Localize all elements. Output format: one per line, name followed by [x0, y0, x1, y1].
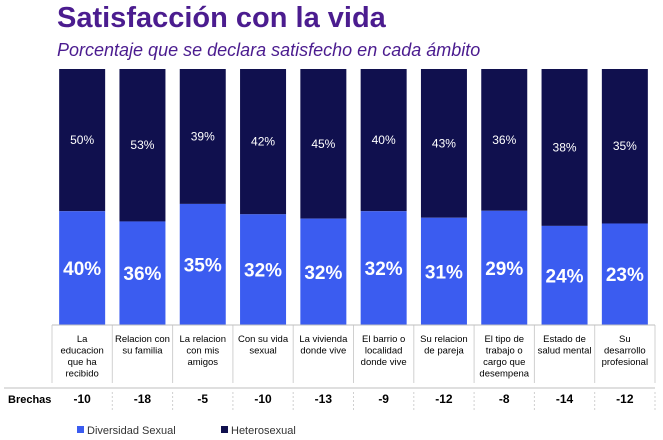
value-label-heterosexual: 38% — [553, 140, 577, 154]
gap-value: -10 — [73, 392, 91, 406]
bar-diversidad-sexual — [360, 211, 407, 325]
bar-heterosexual — [240, 69, 287, 215]
category-label: La vivienda donde vive — [299, 334, 348, 357]
value-label-diversidad-sexual: 29% — [485, 259, 523, 280]
gap-value: -5 — [197, 392, 208, 406]
value-label-diversidad-sexual: 35% — [184, 255, 222, 276]
bar-diversidad-sexual — [179, 203, 226, 325]
value-label-heterosexual: 50% — [70, 133, 94, 147]
bar-heterosexual — [300, 69, 347, 219]
gap-value: -12 — [435, 392, 453, 406]
bar-heterosexual — [420, 69, 467, 218]
bar-diversidad-sexual — [601, 223, 648, 325]
value-label-heterosexual: 39% — [191, 129, 215, 143]
chart-subtitle: Porcentaje que se declara satisfecho en … — [57, 40, 481, 60]
category-label: Estado de salud mental — [538, 334, 592, 357]
bar-diversidad-sexual — [119, 221, 166, 325]
category-label: El tipo de trabajo o cargo que desempena — [479, 334, 529, 380]
chart-title: Satisfacción con la vida — [57, 2, 386, 34]
bar-diversidad-sexual — [240, 214, 287, 325]
value-label-diversidad-sexual: 32% — [365, 259, 403, 280]
value-label-heterosexual: 42% — [251, 135, 275, 149]
legend-label: Diversidad Sexual — [87, 425, 176, 437]
value-label-heterosexual: 36% — [492, 133, 516, 147]
gaps-label: Brechas — [8, 394, 51, 406]
category-label: Su relacion de pareja — [420, 334, 468, 357]
value-label-heterosexual: 53% — [130, 138, 154, 152]
value-label-diversidad-sexual: 40% — [63, 259, 101, 280]
legend-label: Heterosexual — [231, 425, 296, 437]
gap-value: -13 — [315, 392, 333, 406]
category-label: Con su vida sexual — [238, 334, 289, 357]
category-label: El barrio o localidad donde vive — [361, 334, 407, 368]
legend-swatch — [221, 426, 228, 433]
value-label-heterosexual: 35% — [613, 139, 637, 153]
value-label-heterosexual: 43% — [432, 136, 456, 150]
value-label-diversidad-sexual: 23% — [606, 265, 644, 286]
category-label: Relacion con su familia — [115, 334, 170, 357]
category-label: Su desarrollo profesional — [602, 334, 648, 368]
gap-value: -14 — [556, 392, 574, 406]
bar-heterosexual — [541, 69, 588, 226]
value-label-diversidad-sexual: 32% — [244, 261, 282, 282]
bar-diversidad-sexual — [481, 210, 528, 325]
value-label-heterosexual: 40% — [372, 133, 396, 147]
gap-value: -18 — [134, 392, 152, 406]
bar-heterosexual — [601, 69, 648, 224]
bar-diversidad-sexual — [420, 217, 467, 325]
bar-diversidad-sexual — [541, 225, 588, 325]
bar-diversidad-sexual — [300, 218, 347, 325]
value-label-diversidad-sexual: 36% — [123, 264, 161, 285]
value-label-diversidad-sexual: 24% — [546, 266, 584, 287]
value-label-heterosexual: 45% — [311, 137, 335, 151]
bar-heterosexual — [179, 69, 226, 204]
bar-heterosexual — [481, 69, 528, 211]
bar-heterosexual — [59, 69, 106, 212]
bar-heterosexual — [360, 69, 407, 212]
bar-heterosexual — [119, 69, 166, 222]
gap-value: -9 — [378, 392, 389, 406]
category-label: La educacion que ha recibido — [60, 334, 103, 380]
gap-value: -8 — [499, 392, 510, 406]
bar-diversidad-sexual — [59, 211, 106, 325]
value-label-diversidad-sexual: 31% — [425, 262, 463, 283]
category-label: La relacion con mis amigos — [180, 334, 226, 368]
gap-value: -12 — [616, 392, 634, 406]
gap-value: -10 — [254, 392, 272, 406]
value-label-diversidad-sexual: 32% — [304, 263, 342, 284]
legend-swatch — [77, 426, 84, 433]
